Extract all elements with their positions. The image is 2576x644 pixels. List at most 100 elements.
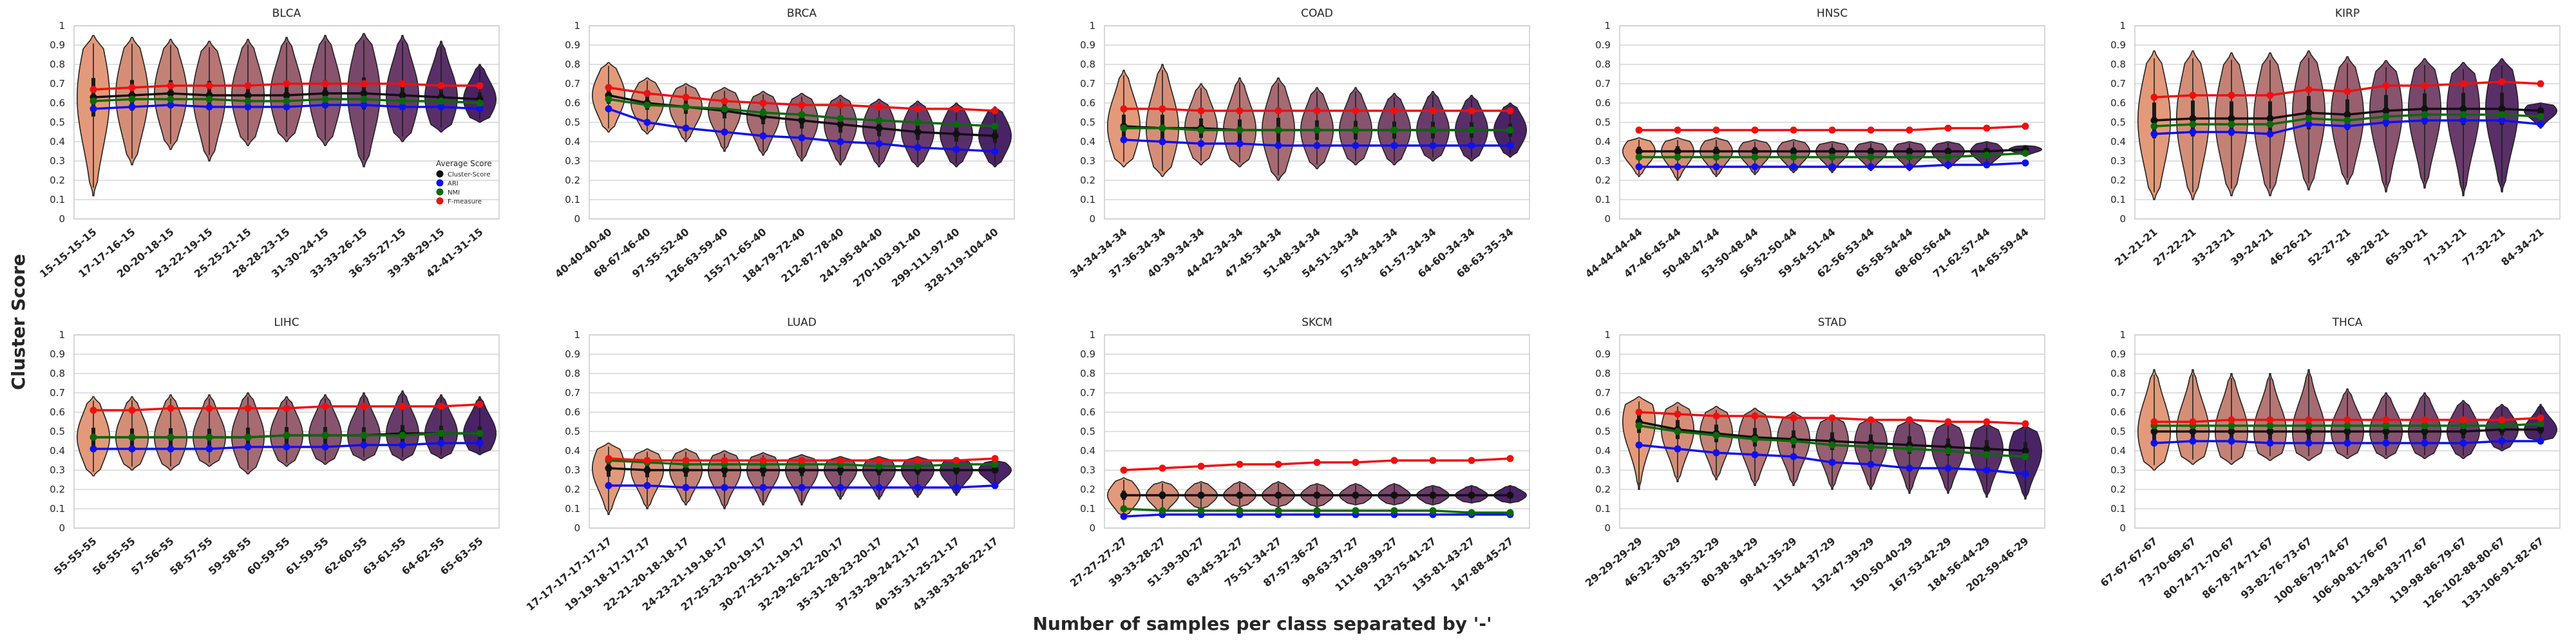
series-point-cluster-score — [2189, 115, 2197, 122]
series-point-nmi — [476, 430, 484, 437]
series-point-cluster-score — [2421, 105, 2429, 113]
y-tick-label: 0.5 — [50, 426, 65, 437]
y-tick-label: 0.2 — [2110, 484, 2126, 495]
y-tick-label: 0.4 — [50, 445, 65, 457]
series-point-cluster-score — [991, 132, 999, 140]
series-point-f-measure — [605, 84, 612, 91]
series-point-ari — [128, 445, 136, 453]
series-point-ari — [605, 482, 612, 489]
series-point-ari — [1352, 142, 1359, 149]
series-point-f-measure — [1983, 418, 1991, 426]
series-point-cluster-score — [360, 90, 368, 97]
series-point-cluster-score — [1468, 491, 1475, 499]
series-point-ari — [1674, 163, 1681, 171]
y-tick-label: 0 — [2119, 213, 2126, 225]
series-point-ari — [205, 445, 213, 453]
series-point-f-measure — [721, 97, 728, 105]
series-point-nmi — [90, 433, 97, 441]
y-tick-label: 0.7 — [1080, 78, 1095, 90]
y-tick-label: 0.9 — [565, 348, 580, 360]
series-point-f-measure — [1635, 408, 1643, 416]
series-point-cluster-score — [2459, 428, 2467, 435]
series-point-cluster-score — [2537, 107, 2544, 115]
series-point-cluster-score — [2022, 447, 2029, 455]
series-point-ari — [1944, 464, 1952, 472]
series-point-ari — [476, 105, 484, 113]
panel-title: LIHC — [274, 316, 299, 329]
y-tick-label: 0.1 — [565, 194, 580, 205]
series-point-ari — [914, 484, 922, 491]
series-point-cluster-score — [1828, 147, 1836, 155]
y-tick-label: 0.2 — [1595, 484, 1611, 495]
y-tick-label: 0.1 — [1595, 503, 1611, 515]
series-point-cluster-score — [2498, 105, 2506, 113]
y-tick-label: 0.4 — [50, 136, 65, 147]
series-point-nmi — [128, 433, 136, 441]
y-tick-label: 0.4 — [1080, 136, 1095, 147]
series-point-ari — [128, 103, 136, 111]
series-point-ari — [643, 482, 651, 489]
y-tick-label: 0.6 — [1595, 406, 1611, 418]
series-point-ari — [167, 101, 175, 109]
series-point-nmi — [1159, 507, 1166, 515]
series-point-ari — [1712, 163, 1720, 171]
series-point-nmi — [1867, 153, 1875, 161]
series-point-cluster-score — [1751, 147, 1759, 155]
series-point-nmi — [1313, 507, 1321, 515]
series-point-ari — [2459, 117, 2467, 124]
plot-frame — [1619, 25, 2045, 220]
series-point-nmi — [1712, 431, 1720, 439]
y-tick-label: 1 — [59, 329, 65, 341]
series-point-ari — [759, 484, 767, 491]
y-tick-label: 1 — [1089, 329, 1095, 341]
series-point-f-measure — [476, 401, 484, 408]
series-point-ari — [1751, 163, 1759, 171]
series-point-nmi — [476, 99, 484, 107]
y-tick-label: 0.1 — [50, 194, 65, 205]
series-point-ari — [2022, 159, 2029, 167]
series-point-nmi — [1313, 126, 1321, 134]
y-tick-label: 0.8 — [2110, 59, 2126, 70]
y-tick-label: 0.7 — [50, 387, 65, 399]
series-point-f-measure — [2382, 416, 2390, 424]
series-point-f-measure — [1390, 457, 1398, 464]
y-tick-label: 0.2 — [50, 484, 65, 495]
series-point-f-measure — [643, 90, 651, 97]
series-point-ari — [721, 128, 728, 136]
y-tick-label: 0.8 — [1080, 368, 1095, 379]
y-tick-label: 0.1 — [2110, 194, 2126, 205]
y-tick-label: 0.9 — [1595, 348, 1611, 360]
series-point-f-measure — [1274, 460, 1282, 468]
series-point-nmi — [2344, 422, 2351, 430]
series-point-ari — [2421, 117, 2429, 124]
series-point-ari — [1944, 161, 1952, 169]
series-point-f-measure — [1468, 107, 1475, 115]
y-tick-label: 0.8 — [1595, 368, 1611, 379]
series-point-ari — [1983, 466, 1991, 474]
series-point-ari — [1828, 459, 1836, 466]
y-tick-label: 0.5 — [1080, 117, 1095, 128]
series-point-f-measure — [1790, 414, 1797, 422]
series-point-f-measure — [2459, 416, 2467, 424]
y-tick-label: 0.1 — [50, 503, 65, 515]
y-tick-label: 0.6 — [50, 406, 65, 418]
y-tick-label: 0.5 — [565, 117, 580, 128]
series-point-cluster-score — [399, 91, 406, 99]
series-point-f-measure — [1159, 105, 1166, 113]
series-point-f-measure — [321, 402, 329, 410]
series-point-ari — [283, 103, 290, 111]
y-tick-label: 0.9 — [1080, 39, 1095, 51]
series-point-ari — [360, 101, 368, 109]
legend-marker — [436, 188, 444, 196]
series-point-nmi — [1468, 126, 1475, 134]
y-tick-label: 0.5 — [565, 426, 580, 437]
series-point-cluster-score — [2150, 117, 2158, 124]
series-point-f-measure — [2022, 420, 2029, 428]
series-point-nmi — [2228, 120, 2235, 128]
series-point-f-measure — [2498, 78, 2506, 86]
series-point-f-measure — [2228, 416, 2235, 424]
series-point-f-measure — [2382, 82, 2390, 90]
series-point-f-measure — [1120, 105, 1128, 113]
series-point-cluster-score — [875, 124, 883, 132]
series-point-nmi — [914, 462, 922, 470]
